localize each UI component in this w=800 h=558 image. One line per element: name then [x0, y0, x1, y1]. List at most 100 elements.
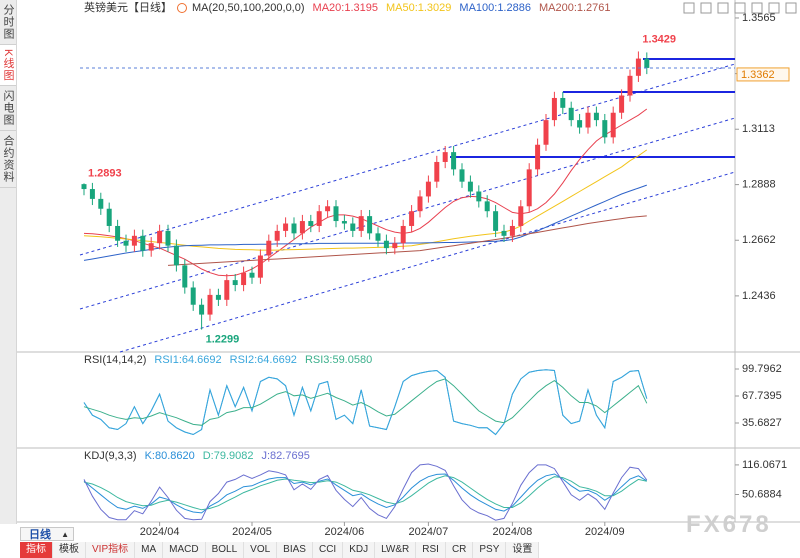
y-tick-label: 1.2662 [742, 234, 776, 246]
candle-body [551, 97, 557, 121]
candle-body [560, 97, 566, 108]
candle-body [535, 144, 541, 170]
candle-body [115, 225, 121, 241]
x-tick-label: 2024/07 [409, 526, 449, 538]
legend-entry: K:80.8620 [145, 450, 195, 462]
candle-body [199, 304, 205, 315]
candle-body [257, 255, 263, 278]
indicator-tab[interactable]: LW&R [375, 542, 417, 558]
sidebar-tab[interactable]: 闪电图 [0, 86, 16, 132]
indicator-tab[interactable]: CR [445, 542, 474, 558]
candle-body [509, 225, 515, 236]
candle-body [157, 230, 163, 244]
channel-line [119, 171, 736, 353]
watermark: FX678 [686, 511, 772, 538]
candle-body [308, 221, 314, 226]
candle-body [341, 221, 347, 224]
close-icon [177, 3, 187, 13]
indicator-tab[interactable]: KDJ [343, 542, 376, 558]
candle-body [644, 58, 650, 68]
legend-entry: MA100:1.2886 [459, 2, 531, 14]
sidebar: 分时图 K线图 闪电图 合约资料 [0, 0, 17, 524]
indicator-tab[interactable]: MACD [163, 542, 206, 558]
x-tick-label: 2024/09 [585, 526, 625, 538]
toolbar-icon[interactable] [751, 2, 763, 14]
series-line [83, 475, 647, 511]
indicator-tab[interactable]: PSY [473, 542, 507, 558]
candle-body [299, 221, 305, 234]
x-tick-label: 2024/04 [140, 526, 180, 538]
candle-body [484, 201, 490, 212]
candle-body [476, 191, 482, 202]
candle-body [577, 120, 583, 128]
y-tick-label: 1.2436 [742, 290, 776, 302]
candle-body [451, 152, 457, 170]
candle-body [123, 240, 129, 246]
toolbar-icon[interactable] [717, 2, 729, 14]
toolbar-icon[interactable] [785, 2, 797, 14]
candle-body [106, 208, 112, 226]
candle-body [417, 196, 423, 212]
candle-body [442, 152, 448, 162]
pane-title: 英镑美元【日线】 [84, 0, 172, 14]
x-tick-label: 2024/08 [493, 526, 533, 538]
dropdown-arrow: ▲ [61, 530, 69, 539]
pane-title: KDJ(9,3,3) [84, 450, 137, 462]
candle-body [241, 272, 247, 286]
indicator-tab[interactable]: VOL [244, 542, 278, 558]
pane-title: RSI(14,14,2) [84, 354, 146, 366]
indicator-tab[interactable]: MA [135, 542, 164, 558]
legend-entry: MA20:1.3195 [313, 2, 378, 14]
sidebar-tab[interactable]: 分时图 [0, 0, 16, 45]
candle-body [518, 206, 524, 226]
candle-body [173, 245, 179, 266]
candle-body [400, 225, 406, 244]
candle-body [89, 189, 95, 199]
indicator-name: MA(20,50,100,200,0,0) [192, 2, 305, 14]
toolbar-icons [683, 2, 797, 14]
legend-entry: RSI1:64.6692 [154, 354, 221, 366]
indicator-tab[interactable]: VIP指标 [86, 542, 136, 558]
candle-body [467, 181, 473, 192]
extreme-label: 1.2299 [206, 334, 240, 346]
series-line [83, 473, 648, 514]
candle-body [610, 112, 616, 138]
horizontal-levels [450, 58, 735, 158]
candle-body [602, 120, 608, 138]
candle-body [316, 211, 322, 226]
series-line [83, 149, 648, 251]
x-tick-label: 2024/06 [325, 526, 365, 538]
y-tick-label: 1.3565 [742, 12, 776, 24]
candle-body [333, 206, 339, 222]
series-line [83, 463, 648, 521]
indicator-tab[interactable]: BOLL [205, 542, 245, 558]
candle-body [619, 95, 625, 113]
indicator-tab[interactable]: 设置 [506, 542, 540, 558]
candle-body [224, 280, 230, 300]
legend-entry: D:79.9082 [203, 450, 254, 462]
candle-body [434, 161, 440, 182]
toolbar-icon[interactable] [700, 2, 712, 14]
toolbar-icon[interactable] [683, 2, 695, 14]
candle-body [593, 112, 599, 121]
sidebar-tab[interactable]: K线图 [0, 45, 16, 87]
x-tick-label: 2024/05 [232, 526, 272, 538]
indicator-tab[interactable]: CCI [312, 542, 344, 558]
sidebar-tab[interactable]: 合约资料 [0, 131, 16, 189]
legend-entry: RSI3:59.0580 [305, 354, 372, 366]
indicator-tab[interactable]: RSI [416, 542, 446, 558]
candle-body [409, 211, 415, 226]
indicator-tabs: 指标 模板 VIP指标 MA MACD BOLL VOL BIAS CCI KDJ LW&R RSI C… [20, 542, 540, 558]
indicator-tab[interactable]: BIAS [277, 542, 313, 558]
y-tick-label: 116.0671 [742, 459, 787, 471]
toolbar-icon[interactable] [734, 2, 746, 14]
period-selector[interactable]: 日线 ▲ [20, 527, 74, 541]
candle-body [140, 235, 146, 251]
legend-entry: MA200:1.2761 [539, 2, 611, 14]
candle-body [585, 112, 591, 128]
indicator-tab[interactable]: 指标 [20, 542, 53, 558]
indicator-tab[interactable]: 模板 [53, 542, 86, 558]
period-label: 日线 [29, 529, 51, 541]
toolbar-icon[interactable] [768, 2, 780, 14]
